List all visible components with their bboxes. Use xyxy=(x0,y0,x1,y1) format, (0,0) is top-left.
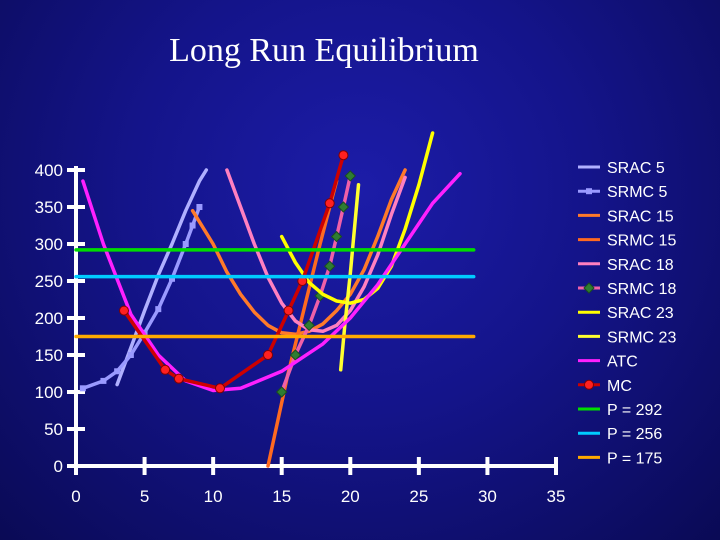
legend-label-srac-5: SRAC 5 xyxy=(607,160,665,177)
series-line-srac-5 xyxy=(115,168,209,387)
legend-label-atc: ATC xyxy=(607,354,638,371)
x-tick-label: 20 xyxy=(341,487,360,506)
data-point-srmc-5 xyxy=(155,306,162,313)
series-line-srmc-5 xyxy=(81,205,202,391)
legend-label-srmc-5: SRMC 5 xyxy=(607,184,668,201)
legend-marker-mc xyxy=(584,379,594,390)
legend-label-srmc-15: SRMC 15 xyxy=(607,233,676,250)
x-tick-label: 30 xyxy=(478,487,497,506)
axes: 0 50 100 150 200 250 300 350 400 0 5 10 15 20 25 30 35 xyxy=(35,161,566,506)
data-point-mc xyxy=(338,150,349,161)
data-point-mc xyxy=(160,364,171,375)
x-tick-label: 15 xyxy=(272,487,291,506)
data-point-srmc-18 xyxy=(276,386,288,398)
series-layer xyxy=(74,131,476,468)
x-tick-label: 10 xyxy=(204,487,223,506)
data-point-srmc-5 xyxy=(182,241,189,247)
legend-label-srmc-18: SRMC 18 xyxy=(607,281,676,298)
y-tick-label: 350 xyxy=(35,198,63,217)
y-tick-label: 250 xyxy=(35,272,63,291)
x-tick-label: 0 xyxy=(71,487,80,506)
series-line-srmc-15 xyxy=(266,179,339,468)
data-point-mc xyxy=(283,305,294,316)
data-point-srmc-18 xyxy=(344,170,356,182)
data-point-mc xyxy=(215,383,225,394)
chart-title: Long Run Equilibrium xyxy=(169,32,479,69)
legend-label-mc: MC xyxy=(607,378,632,395)
y-tick-label: 50 xyxy=(44,420,63,439)
series-line-srmc-23 xyxy=(338,183,361,372)
data-point-srmc-18 xyxy=(324,260,336,272)
legend-label-srmc-23: SRMC 23 xyxy=(607,329,676,346)
legend-label-srac-15: SRAC 15 xyxy=(607,208,674,225)
legend-label-p-175: P = 175 xyxy=(607,450,662,467)
legend-label-p-292: P = 292 xyxy=(607,402,662,419)
x-tick-label: 35 xyxy=(547,487,566,506)
y-tick-label: 0 xyxy=(54,457,63,476)
legend: SRAC 5 SRMC 5 SRAC 15 SRMC 15 SRAC 18 SRMC 18… xyxy=(578,160,676,467)
data-point-mc xyxy=(324,198,335,209)
legend-label-srac-23: SRAC 23 xyxy=(607,305,674,322)
y-tick-label: 150 xyxy=(35,346,63,365)
x-tick-label: 5 xyxy=(140,487,149,506)
data-point-srmc-18 xyxy=(330,230,343,243)
y-tick-label: 300 xyxy=(35,235,63,254)
data-point-mc xyxy=(173,373,184,384)
data-point-srmc-5 xyxy=(189,222,196,229)
legend-label-srac-18: SRAC 18 xyxy=(607,257,674,274)
data-point-srmc-5 xyxy=(114,368,121,375)
data-point-srmc-5 xyxy=(169,275,175,282)
data-point-srmc-18 xyxy=(303,319,315,332)
data-point-mc xyxy=(119,305,129,316)
data-point-srmc-5 xyxy=(127,352,134,358)
y-tick-label: 200 xyxy=(35,309,63,328)
data-point-srmc-18 xyxy=(337,201,350,213)
data-point-srmc-5 xyxy=(100,377,107,384)
legend-marker-srmc-5 xyxy=(586,188,592,195)
y-tick-label: 100 xyxy=(35,383,63,402)
data-point-srmc-5 xyxy=(196,204,203,210)
series-line-srmc-18 xyxy=(279,174,353,394)
legend-marker-srmc-18 xyxy=(583,282,595,294)
legend-label-p-256: P = 256 xyxy=(607,426,662,443)
x-tick-label: 25 xyxy=(409,487,428,506)
plot-area xyxy=(74,131,476,468)
data-point-srmc-18 xyxy=(289,349,302,361)
series-line-srac-15 xyxy=(190,168,407,337)
y-tick-label: 400 xyxy=(35,161,63,180)
data-point-srmc-5 xyxy=(79,385,86,392)
data-point-mc xyxy=(263,350,273,360)
